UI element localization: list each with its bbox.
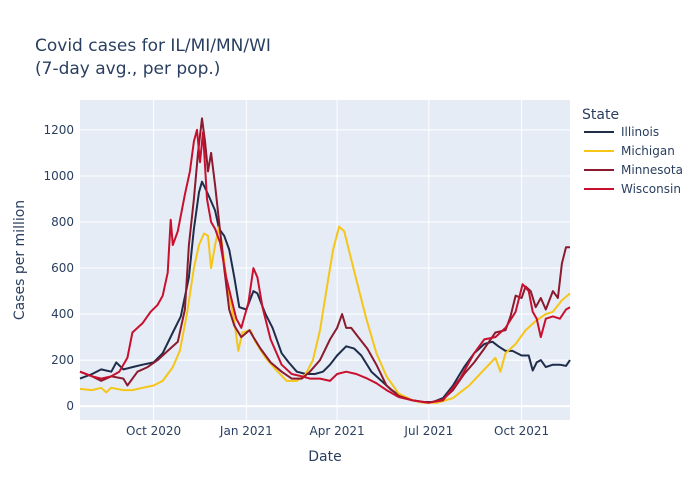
y-tick-label: 0 [66, 399, 74, 413]
gridlines [80, 100, 570, 420]
x-tick-label: Jul 2021 [403, 424, 453, 438]
legend-item-minnesota[interactable]: Minnesota [584, 163, 683, 177]
y-tick-label: 1200 [43, 123, 74, 137]
plot-area [80, 100, 570, 420]
legend-label: Wisconsin [621, 182, 681, 196]
x-tick-label: Oct 2020 [126, 424, 181, 438]
x-axis-ticks: Oct 2020 Jan 2021 Apr 2021 Jul 2021 Oct 2021 [126, 424, 549, 438]
legend-item-michigan[interactable]: Michigan [584, 144, 675, 158]
y-tick-label: 800 [51, 215, 74, 229]
legend-item-wisconsin[interactable]: Wisconsin [584, 182, 681, 196]
legend-label: Michigan [621, 144, 675, 158]
y-axis-ticks: 0 200 400 600 800 1000 1200 [43, 123, 74, 413]
legend-item-illinois[interactable]: Illinois [584, 125, 659, 139]
series-line-wisconsin [79, 128, 571, 404]
x-tick-label: Apr 2021 [310, 424, 365, 438]
x-axis-title: Date [308, 449, 341, 465]
series-lines [79, 117, 571, 404]
y-axis-title: Cases per million [12, 200, 28, 320]
series-line-minnesota [79, 117, 570, 404]
chart-title-line-1: Covid cases for IL/MI/MN/WI [35, 36, 271, 56]
x-tick-label: Oct 2021 [494, 424, 549, 438]
legend-label: Illinois [621, 125, 659, 139]
y-tick-label: 200 [51, 353, 74, 367]
y-tick-label: 400 [51, 307, 74, 321]
chart-title-line-2: (7-day avg., per pop.) [35, 59, 220, 79]
legend[interactable]: State Illinois Michigan Minnesota Wisconsin [582, 107, 683, 196]
legend-label: Minnesota [621, 163, 683, 177]
y-tick-label: 1000 [43, 169, 74, 183]
legend-title: State [582, 107, 619, 123]
series-line-michigan [79, 225, 571, 404]
y-tick-label: 600 [51, 261, 74, 275]
x-tick-label: Jan 2021 [219, 424, 273, 438]
